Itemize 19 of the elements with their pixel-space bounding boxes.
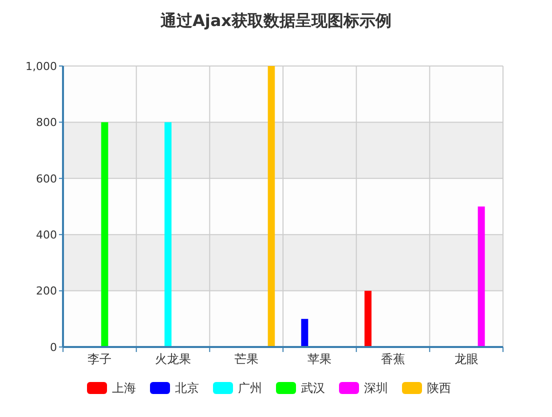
y-tick-label: 400 [36,228,57,242]
legend-label: 北京 [175,381,199,396]
x-tick-label: 李子 [88,352,112,366]
y-tick-label: 1,000 [26,60,57,73]
x-tick-label: 火龙果 [155,352,191,366]
legend-label: 陕西 [427,381,451,396]
legend-label: 广州 [238,381,262,396]
x-tick-label: 芒果 [234,352,258,366]
chart-title: 通过Ajax获取数据呈现图标示例 [160,11,392,30]
legend-label: 上海 [112,381,136,396]
y-tick-label: 800 [36,116,57,130]
legend-label: 深圳 [364,381,388,396]
x-tick-label: 苹果 [308,352,332,366]
x-tick-label: 龙眼 [454,352,478,366]
y-tick-label: 0 [50,340,57,354]
x-tick-label: 香蕉 [381,352,405,366]
legend-label: 武汉 [301,381,325,396]
y-tick-label: 200 [36,284,57,298]
y-tick-label: 600 [36,172,57,186]
